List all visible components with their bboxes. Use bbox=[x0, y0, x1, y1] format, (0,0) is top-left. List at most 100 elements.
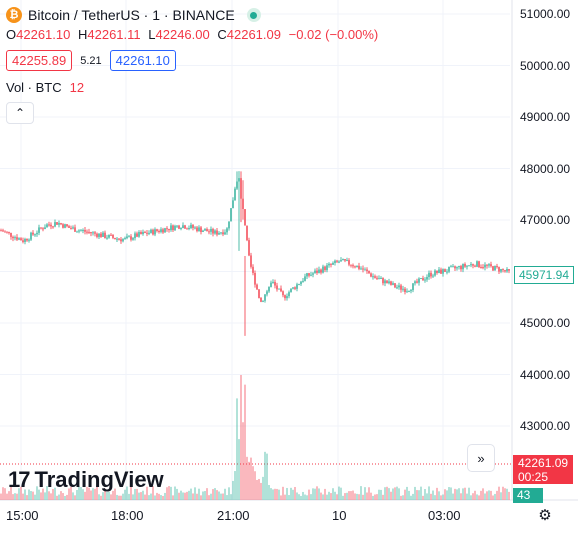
candle-down bbox=[136, 233, 138, 237]
volume-bar bbox=[230, 494, 232, 500]
volume-bar bbox=[246, 456, 248, 500]
candle-down bbox=[252, 266, 254, 273]
candle-down bbox=[274, 281, 276, 286]
volume-bar bbox=[416, 490, 418, 500]
candle-down bbox=[436, 270, 438, 273]
volume-bar bbox=[358, 494, 360, 500]
volume-bar bbox=[252, 466, 254, 500]
volume-bar bbox=[114, 488, 116, 500]
candle-down bbox=[354, 266, 356, 268]
volume-bar bbox=[502, 486, 504, 500]
price-axis-tick: 49000.00 bbox=[520, 110, 571, 124]
candle-down bbox=[20, 238, 22, 241]
candle-up bbox=[262, 300, 264, 302]
volume-bar bbox=[300, 495, 302, 500]
volume-bar bbox=[242, 422, 244, 500]
volume-bar bbox=[188, 490, 190, 500]
candle-down bbox=[8, 232, 10, 234]
market-open-icon[interactable] bbox=[246, 8, 261, 22]
volume-bar bbox=[56, 495, 58, 500]
candle-up bbox=[446, 271, 448, 273]
candle-up bbox=[332, 262, 334, 265]
candle-down bbox=[336, 260, 338, 262]
candle-up bbox=[396, 287, 398, 289]
volume-bar bbox=[394, 487, 396, 500]
volume-bar bbox=[82, 489, 84, 500]
candle-down bbox=[508, 268, 510, 271]
candle-up bbox=[218, 233, 220, 235]
volume-bar bbox=[8, 491, 10, 500]
volume-bar bbox=[154, 495, 156, 500]
volume-bar bbox=[458, 488, 460, 500]
candle-up bbox=[148, 232, 150, 234]
settings-gear-icon[interactable]: ⚙ bbox=[538, 507, 552, 524]
low-value: 42246.00 bbox=[155, 27, 210, 42]
candle-up bbox=[410, 290, 412, 292]
volume-bar bbox=[288, 495, 290, 500]
volume-bar bbox=[378, 489, 380, 500]
volume-bar bbox=[42, 488, 44, 500]
candle-down bbox=[144, 231, 146, 233]
candle-up bbox=[334, 260, 336, 263]
buy-button[interactable]: 42261.10 bbox=[109, 50, 176, 71]
candle-down bbox=[120, 239, 122, 242]
candle-down bbox=[308, 273, 310, 276]
candle-up bbox=[236, 181, 238, 189]
candle-up bbox=[306, 273, 308, 277]
candle-down bbox=[90, 232, 92, 234]
candle-up bbox=[428, 272, 430, 278]
candle-down bbox=[240, 178, 242, 199]
candle-down bbox=[492, 266, 494, 271]
candle-up bbox=[198, 227, 200, 232]
time-axis-tick: 21:00 bbox=[217, 508, 250, 523]
scroll-to-realtime-button[interactable]: » bbox=[467, 444, 495, 472]
volume-bar bbox=[274, 488, 276, 500]
volume-bar bbox=[256, 479, 258, 500]
volume-bar bbox=[388, 488, 390, 500]
candle-up bbox=[204, 229, 206, 231]
volume-bar bbox=[126, 486, 128, 500]
chevron-up-icon: ⌃ bbox=[14, 106, 26, 120]
candle-up bbox=[72, 227, 74, 229]
volume-bar bbox=[150, 493, 152, 500]
volume-bar bbox=[500, 492, 502, 500]
candle-up bbox=[58, 223, 60, 225]
volume-bar bbox=[372, 495, 374, 500]
candle-down bbox=[256, 284, 258, 290]
volume-bar bbox=[470, 495, 472, 500]
candle-down bbox=[110, 234, 112, 236]
volume-bar bbox=[410, 495, 412, 500]
volume-bar bbox=[54, 487, 56, 500]
sell-button[interactable]: 42255.89 bbox=[6, 50, 73, 71]
volume-bar bbox=[454, 488, 456, 500]
candle-up bbox=[432, 275, 434, 277]
candle-down bbox=[114, 237, 116, 240]
candle-down bbox=[404, 288, 406, 293]
candle-down bbox=[502, 268, 504, 271]
volume-bar bbox=[234, 471, 236, 500]
volume-bar bbox=[478, 495, 480, 500]
candle-down bbox=[490, 264, 492, 267]
candle-down bbox=[186, 228, 188, 230]
volume-bar bbox=[254, 471, 256, 500]
symbol-title[interactable]: Bitcoin / TetherUS · 1 · BINANCE bbox=[28, 7, 235, 23]
volume-bar bbox=[124, 489, 126, 500]
collapse-legend-button[interactable]: ⌃ bbox=[6, 102, 34, 124]
volume-bar bbox=[322, 494, 324, 500]
volume-bar bbox=[50, 493, 52, 500]
bar-countdown: 00:25 bbox=[518, 470, 549, 484]
candle-up bbox=[418, 278, 420, 283]
volume-bar bbox=[296, 492, 298, 500]
tradingview-logo[interactable]: 17 TradingView bbox=[8, 467, 164, 493]
candle-down bbox=[482, 267, 484, 269]
volume-bar bbox=[236, 398, 238, 500]
volume-bar bbox=[88, 487, 90, 500]
volume-bar bbox=[382, 494, 384, 500]
volume-bar bbox=[240, 375, 242, 500]
volume-bar bbox=[156, 492, 158, 500]
candle-down bbox=[394, 283, 396, 288]
volume-bar bbox=[208, 495, 210, 500]
candle-up bbox=[230, 208, 232, 222]
